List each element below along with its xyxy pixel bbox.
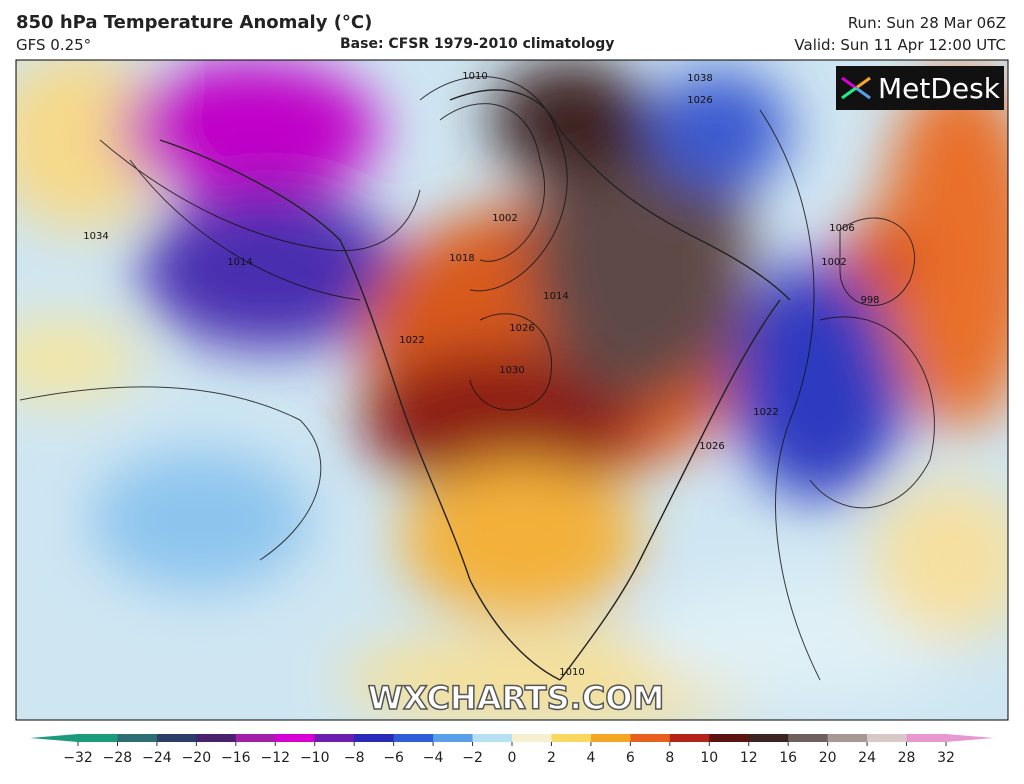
colorbar-segment <box>314 734 355 742</box>
isobar-label: 1034 <box>83 231 108 242</box>
colorbar-label: −28 <box>103 750 133 766</box>
colorbar-label: 28 <box>898 750 916 766</box>
colorbar-end-low <box>30 734 78 742</box>
colorbar-segment <box>393 734 434 742</box>
isobar-label: 1026 <box>687 95 712 106</box>
map-frame <box>15 59 1009 721</box>
watermark: WXCHARTS.COM <box>368 679 665 717</box>
isobar-label: 1018 <box>449 253 474 264</box>
colorbar-segment <box>156 734 197 742</box>
isobar-label: 1010 <box>462 71 487 82</box>
colorbar-label: −20 <box>182 750 212 766</box>
isobar-label: 998 <box>860 295 879 306</box>
colorbar-segment <box>748 734 789 742</box>
isobar-label: 1022 <box>399 335 424 346</box>
isobar-label: 1006 <box>829 223 854 234</box>
colorbar-label: 32 <box>937 750 955 766</box>
isobar-label: 1022 <box>753 407 778 418</box>
colorbar-segment <box>827 734 868 742</box>
colorbar-label: 10 <box>700 750 718 766</box>
colorbar-segment <box>78 734 118 742</box>
colorbar-label: −32 <box>63 750 93 766</box>
colorbar-segment <box>472 734 513 742</box>
isobar-label: 1030 <box>499 365 524 376</box>
colorbar-label: 24 <box>858 750 876 766</box>
colorbar-label: −2 <box>462 750 483 766</box>
colorbar-segment <box>630 734 671 742</box>
colorbar-segment <box>117 734 158 742</box>
colorbar-segment <box>354 734 395 742</box>
isobars <box>19 76 935 681</box>
logo-box <box>836 66 1004 110</box>
colorbar-label: −24 <box>142 750 172 766</box>
colorbar-segment <box>235 734 276 742</box>
colorbar-segment <box>275 734 316 742</box>
anomaly-field <box>16 60 1008 720</box>
colorbar-label: −10 <box>300 750 330 766</box>
colorbar-label: 6 <box>626 750 635 766</box>
isobar-label: 1014 <box>543 291 568 302</box>
isobar-label: 1026 <box>699 441 724 452</box>
isobar-label: 1014 <box>227 257 252 268</box>
colorbar-label: −12 <box>260 750 290 766</box>
colorbar-label: 20 <box>819 750 837 766</box>
colorbar-segment <box>709 734 750 742</box>
isobar-label: 1010 <box>559 667 584 678</box>
isobar-label: 1002 <box>821 257 846 268</box>
colorbar-segment <box>590 734 631 742</box>
colorbar-end-high <box>946 734 994 742</box>
isobar-label: 1002 <box>492 213 517 224</box>
colorbar-segment <box>196 734 237 742</box>
colorbar-segment <box>669 734 710 742</box>
colorbar-segment <box>433 734 474 742</box>
base: Base: CFSR 1979-2010 climatology <box>340 36 615 52</box>
colorbar: −32 −28 −24 −20 −16 −12 −10 −8 −6 −4 −2 0 2 4 6 8 10 12 16… <box>30 734 994 766</box>
colorbar-segment <box>551 734 592 742</box>
title: 850 hPa Temperature Anomaly (°C) <box>16 12 373 33</box>
model: GFS 0.25° <box>16 36 92 54</box>
colorbar-label: 12 <box>740 750 758 766</box>
colorbar-segment <box>512 734 552 742</box>
logo: MetDesk <box>878 72 1001 105</box>
colorbar-label: 2 <box>547 750 556 766</box>
isobar-label: 1038 <box>687 73 712 84</box>
logo-icon <box>841 76 871 100</box>
colorbar-segment <box>906 734 947 742</box>
colorbar-label: −8 <box>344 750 365 766</box>
colorbar-segment <box>867 734 908 742</box>
colorbar-label: 4 <box>586 750 595 766</box>
colorbar-label: −6 <box>383 750 404 766</box>
colorbar-label: −16 <box>221 750 251 766</box>
colorbar-label: 16 <box>779 750 797 766</box>
coastlines <box>159 89 791 681</box>
run: Run: Sun 28 Mar 06Z <box>847 14 1006 32</box>
colorbar-label: 0 <box>508 750 517 766</box>
valid: Valid: Sun 11 Apr 12:00 UTC <box>794 36 1006 54</box>
isobar-label: 1026 <box>509 323 534 334</box>
colorbar-label: 8 <box>665 750 674 766</box>
colorbar-segment <box>788 734 829 742</box>
colorbar-label: −4 <box>423 750 444 766</box>
